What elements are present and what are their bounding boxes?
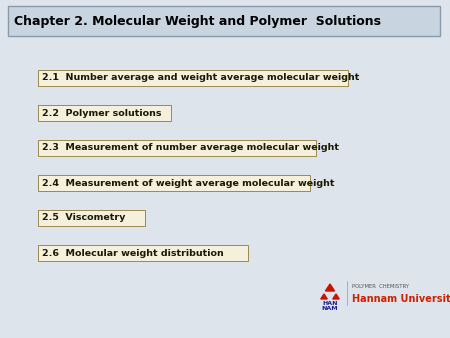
Text: POLYMER  CHEMISTRY: POLYMER CHEMISTRY — [352, 284, 409, 289]
Text: 2.5  Viscometry: 2.5 Viscometry — [42, 214, 126, 222]
FancyBboxPatch shape — [38, 105, 171, 121]
Polygon shape — [333, 294, 339, 299]
FancyBboxPatch shape — [38, 70, 348, 86]
Text: 2.6  Molecular weight distribution: 2.6 Molecular weight distribution — [42, 248, 224, 258]
Text: 2.1  Number average and weight average molecular weight: 2.1 Number average and weight average mo… — [42, 73, 360, 82]
Polygon shape — [321, 294, 327, 299]
Text: Hannam University: Hannam University — [352, 294, 450, 304]
Text: HAN
NAM: HAN NAM — [322, 301, 338, 311]
FancyBboxPatch shape — [38, 175, 310, 191]
Text: 2.2  Polymer solutions: 2.2 Polymer solutions — [42, 108, 162, 118]
FancyBboxPatch shape — [38, 210, 145, 226]
Text: 2.4  Measurement of weight average molecular weight: 2.4 Measurement of weight average molecu… — [42, 178, 334, 188]
FancyBboxPatch shape — [8, 6, 440, 36]
Polygon shape — [325, 284, 334, 291]
FancyBboxPatch shape — [38, 140, 316, 156]
FancyBboxPatch shape — [38, 245, 248, 261]
Text: Chapter 2. Molecular Weight and Polymer  Solutions: Chapter 2. Molecular Weight and Polymer … — [14, 15, 381, 27]
Text: 2.3  Measurement of number average molecular weight: 2.3 Measurement of number average molecu… — [42, 144, 339, 152]
